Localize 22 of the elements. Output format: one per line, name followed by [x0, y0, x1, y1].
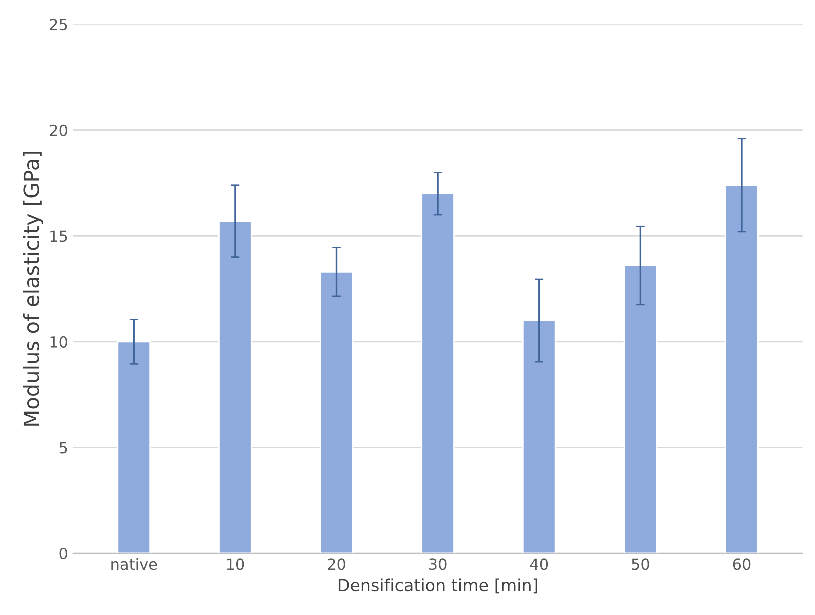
y-tick-label: 25 [50, 19, 68, 31]
x-tick-label: native [112, 558, 158, 570]
x-axis-title: Densification time [min] [338, 578, 538, 594]
x-tick-label: 50 [632, 558, 650, 570]
bar [218, 220, 252, 554]
x-tick-label: 20 [328, 558, 346, 570]
x-tick-label: 60 [733, 558, 751, 570]
bar [421, 193, 455, 554]
y-tick-label: 0 [60, 548, 68, 560]
y-tick-label: 20 [50, 124, 68, 136]
bar [725, 184, 759, 554]
bar [522, 320, 556, 554]
bar [624, 265, 658, 554]
bar [117, 341, 152, 554]
y-axis-title: Modulus of elasticity [GPa] [23, 152, 44, 426]
y-tick-label: 15 [50, 230, 68, 242]
bar [320, 271, 354, 554]
y-tick-label: 10 [50, 336, 68, 348]
x-tick-label: 10 [227, 558, 244, 570]
x-tick-label: 40 [530, 558, 548, 570]
y-tick-label: 5 [60, 442, 68, 454]
x-tick-label: 30 [430, 558, 447, 570]
